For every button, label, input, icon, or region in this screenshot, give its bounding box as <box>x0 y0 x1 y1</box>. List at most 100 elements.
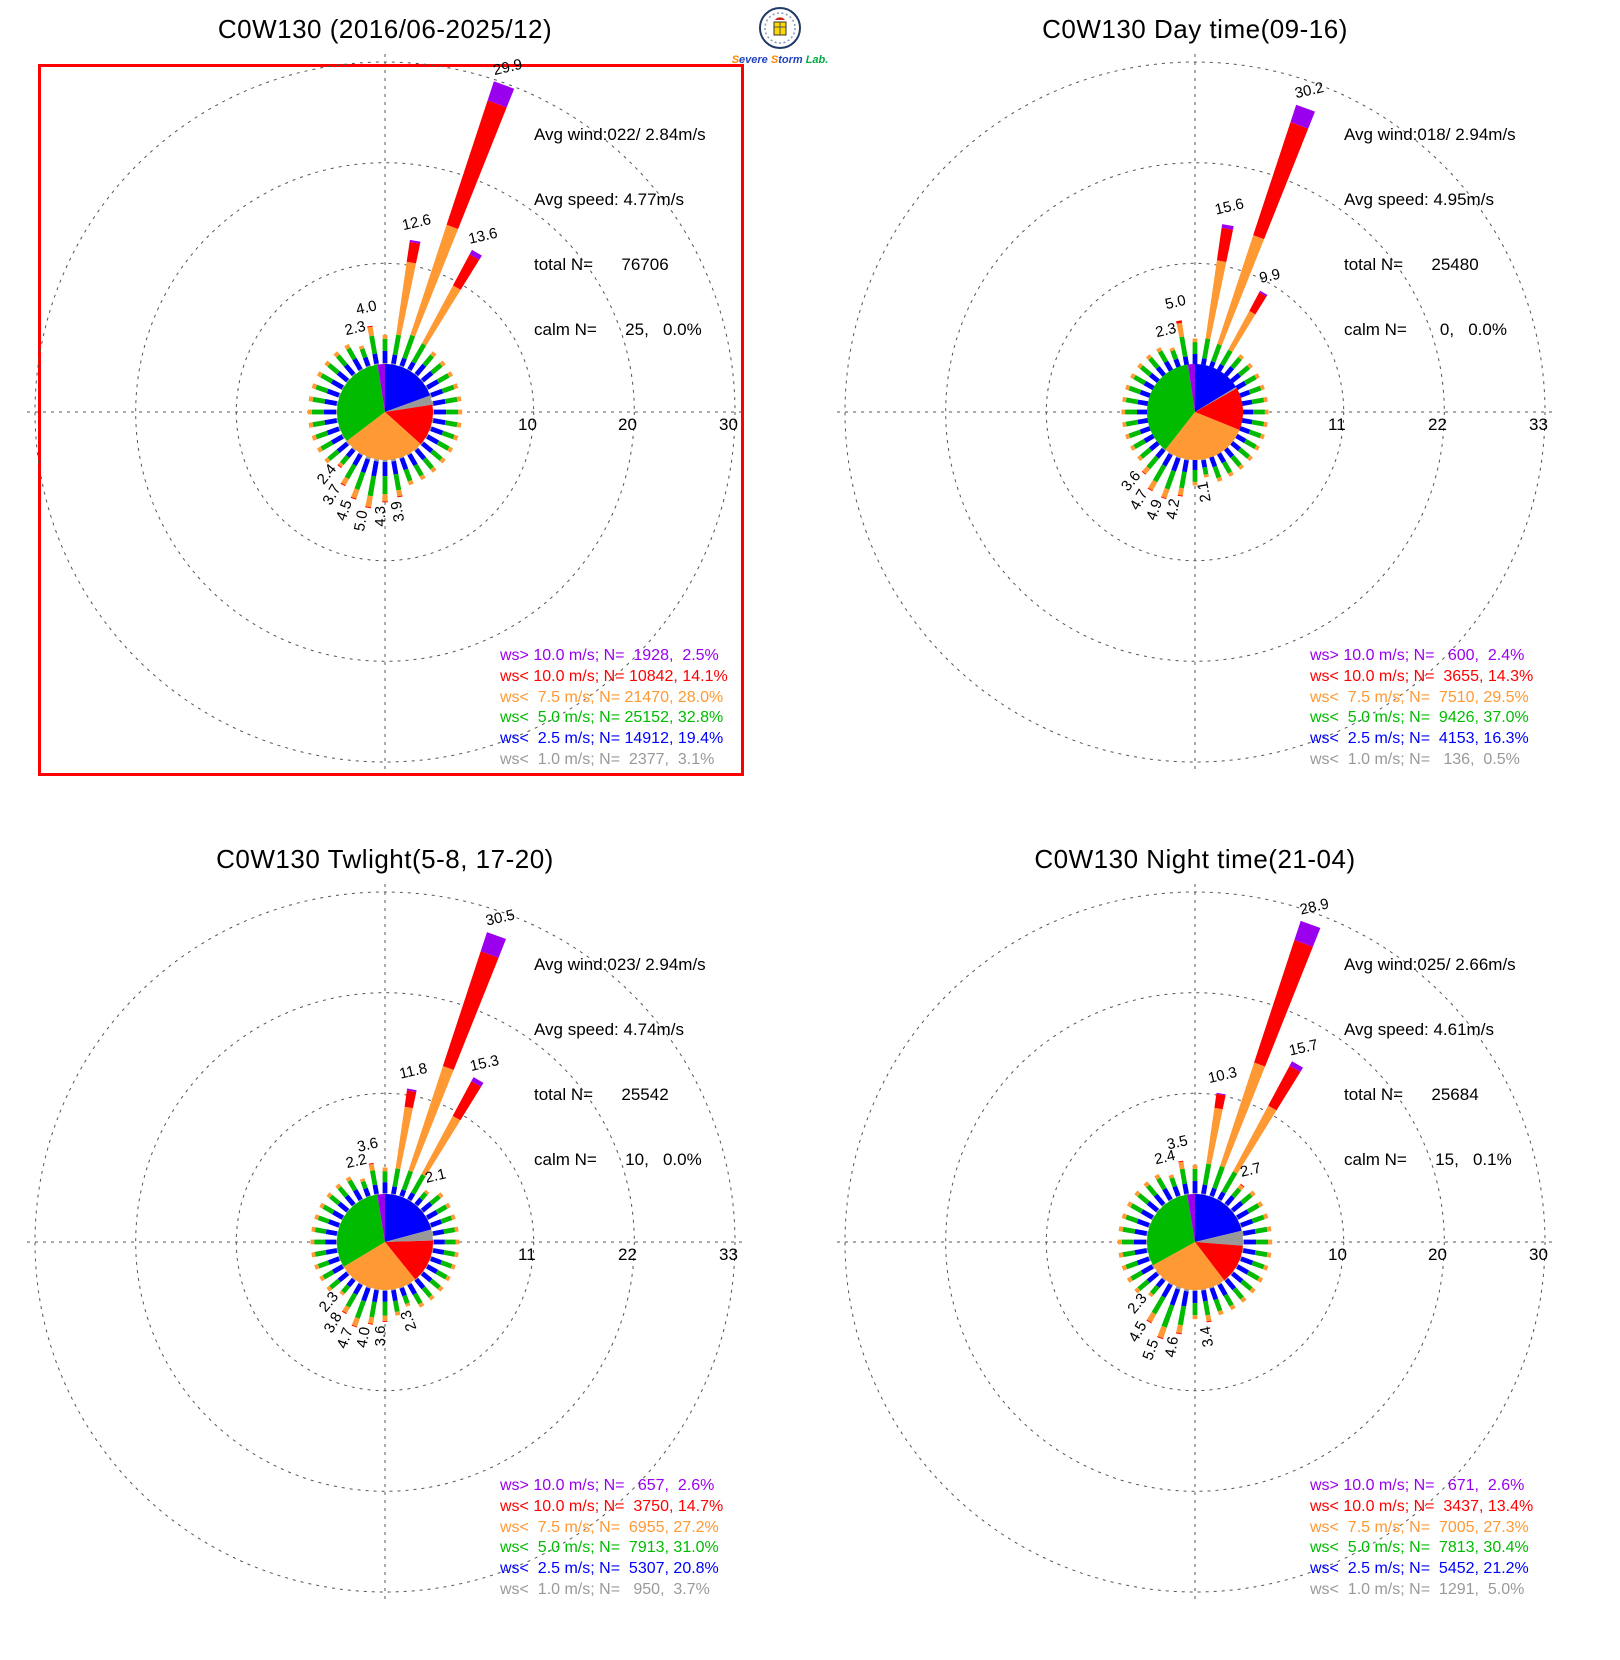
petal-segment-210-green <box>1151 1295 1166 1315</box>
pie-segment-orange <box>1165 412 1240 460</box>
petal-segment-160-orange <box>1216 476 1223 482</box>
petal-segment-330-blue <box>1162 1187 1173 1201</box>
petal-segment-190-green <box>1179 471 1187 489</box>
petal-label: 4.0 <box>354 297 378 318</box>
ring-labels: 11 22 33 <box>518 1245 738 1264</box>
petal-segment-180-blue <box>382 1290 388 1302</box>
petal-segment-180-green <box>382 476 388 495</box>
petal-segment-280-green <box>314 1227 327 1234</box>
petal-segment-30-red <box>1249 292 1267 315</box>
petal-segment-50-green <box>1240 1193 1253 1205</box>
legend-row-green: ws< 5.0 m/s; N= 7913, 31.0% <box>500 1539 719 1557</box>
petal-segment-310-green <box>1137 1193 1150 1205</box>
petal-segment-240-green <box>322 1269 335 1280</box>
petal-segment-320-blue <box>1155 366 1166 377</box>
stats-block: Avg wind:025/ 2.66m/s Avg speed: 4.61m/s… <box>1344 910 1516 1215</box>
petal-segment-140-blue <box>414 448 427 461</box>
pie-segment-blue <box>1195 364 1236 412</box>
pie-segment-green <box>336 1194 385 1267</box>
ring-label: 10 <box>518 415 537 434</box>
legend-row-gray: ws< 1.0 m/s; N= 2377, 3.1% <box>500 750 715 768</box>
petal-label: 3.9 <box>388 500 408 523</box>
petal-segment-210-orange <box>342 1305 350 1314</box>
legend-row-purple: ws> 10.0 m/s; N= 671, 2.6% <box>1310 1477 1525 1494</box>
petal-segment-270-green <box>311 409 324 415</box>
petal-segment-190-red <box>1175 1332 1182 1335</box>
petal-label: 3.5 <box>1165 1132 1189 1153</box>
petal-segment-10-red <box>1214 1093 1226 1110</box>
pie-segment-orange <box>1153 1242 1225 1291</box>
petal-segment-100-orange <box>1263 421 1268 428</box>
petal-segment-20-blue <box>1209 361 1216 368</box>
petal-segment-350-green <box>1179 1168 1188 1185</box>
pie-segment-gray <box>1195 1230 1244 1246</box>
petal-segment-190-blue <box>1182 459 1189 473</box>
pie-segment-orange <box>346 412 421 460</box>
petal-segment-100-blue <box>432 418 446 425</box>
petal-segment-0-orange <box>1192 338 1198 343</box>
petal-segment-280-blue <box>325 1229 338 1236</box>
petal-segment-260-orange <box>1118 1252 1124 1258</box>
petal-segment-320-orange <box>335 1183 342 1190</box>
petal-segment-220-orange <box>1148 1291 1154 1298</box>
stats-block: Avg wind:018/ 2.94m/s Avg speed: 4.95m/s… <box>1344 80 1516 385</box>
petal-segment-40-orange <box>430 351 437 358</box>
legend-row-blue: ws< 2.5 m/s; N= 4153, 16.3% <box>1310 730 1529 748</box>
petal-segment-240-blue <box>332 1264 344 1274</box>
petal-segment-140-orange <box>1238 464 1245 470</box>
petal-segment-350-red <box>368 1162 374 1165</box>
petal-segment-200-blue <box>360 458 371 474</box>
ring-label: 20 <box>1428 1245 1447 1264</box>
ring-labels: 11 22 33 <box>1328 415 1548 434</box>
petal-segment-70-orange <box>1262 1213 1269 1220</box>
petal-segment-10-orange <box>1205 260 1227 340</box>
petal-segment-320-green <box>1148 356 1160 370</box>
petal-segment-280-green <box>1122 1226 1136 1234</box>
petal-labels: 15.630.29.92.14.24.94.73.62.35.0 <box>1118 79 1326 523</box>
petal-segment-90-green <box>444 1239 456 1245</box>
petal-segment-180-orange <box>1192 481 1198 486</box>
petal-segment-0-green <box>382 338 388 351</box>
petal-segment-280-orange <box>1118 1226 1124 1232</box>
petal-label: 4.0 <box>353 1326 373 1349</box>
petal-segment-290-orange <box>314 1214 320 1220</box>
petal-segment-320-orange <box>1143 1181 1150 1188</box>
petal-segment-20-orange <box>410 224 459 337</box>
logo-text-part: Lab. <box>805 54 829 66</box>
petal-segment-160-blue <box>1209 1287 1219 1301</box>
petal-segment-10-blue <box>1201 358 1207 366</box>
petal-segment-10-orange <box>1206 1107 1223 1165</box>
petal-segment-50-green <box>430 363 443 375</box>
speed-legend: ws> 10.0 m/s; N= 1928, 2.5% ws< 10.0 m/s;… <box>500 646 728 771</box>
petal-segment-60-blue <box>1236 1209 1250 1220</box>
petal-segment-120-orange <box>445 1275 451 1282</box>
legend-row-orange: ws< 7.5 m/s; N= 7510, 29.5% <box>1310 688 1529 706</box>
petal-segment-170-blue <box>1201 1289 1208 1302</box>
petal-segment-270-orange <box>1121 409 1126 415</box>
petal-segment-40-green <box>419 1191 428 1201</box>
petal-segment-230-green <box>329 1278 341 1290</box>
speed-legend: ws> 10.0 m/s; N= 600, 2.4% ws< 10.0 m/s; … <box>1310 646 1533 771</box>
petal-segment-260-green <box>1125 419 1139 427</box>
petal-segment-220-blue <box>1155 1278 1166 1288</box>
petal-segment-50-green <box>1237 365 1251 377</box>
petal-segment-130-blue <box>420 1271 433 1283</box>
petal-segment-220-green <box>341 1284 351 1294</box>
petal-segment-190-orange <box>365 495 373 508</box>
petal-segment-130-green <box>430 449 443 461</box>
legend-row-green: ws< 5.0 m/s; N= 7813, 30.4% <box>1310 1539 1529 1557</box>
petal-segment-340-green <box>359 348 368 359</box>
petal-segment-140-orange <box>430 466 437 473</box>
petal-segment-190-orange <box>368 1316 375 1324</box>
petal-segment-60-blue <box>1235 380 1247 391</box>
petal-segment-150-green <box>413 463 424 477</box>
petal-segment-70-green <box>441 384 455 394</box>
petal-segment-100-green <box>444 420 458 428</box>
petal-segment-290-orange <box>1121 1213 1128 1220</box>
petal-label: 4.9 <box>1143 497 1166 522</box>
petal-segment-100-blue <box>1241 418 1253 425</box>
stat-avg-speed: Avg speed: 4.77m/s <box>534 189 684 209</box>
petal-segment-200-green <box>1164 470 1176 490</box>
petal-segment-260-blue <box>324 418 338 425</box>
pie-segment-green <box>1147 1194 1195 1266</box>
